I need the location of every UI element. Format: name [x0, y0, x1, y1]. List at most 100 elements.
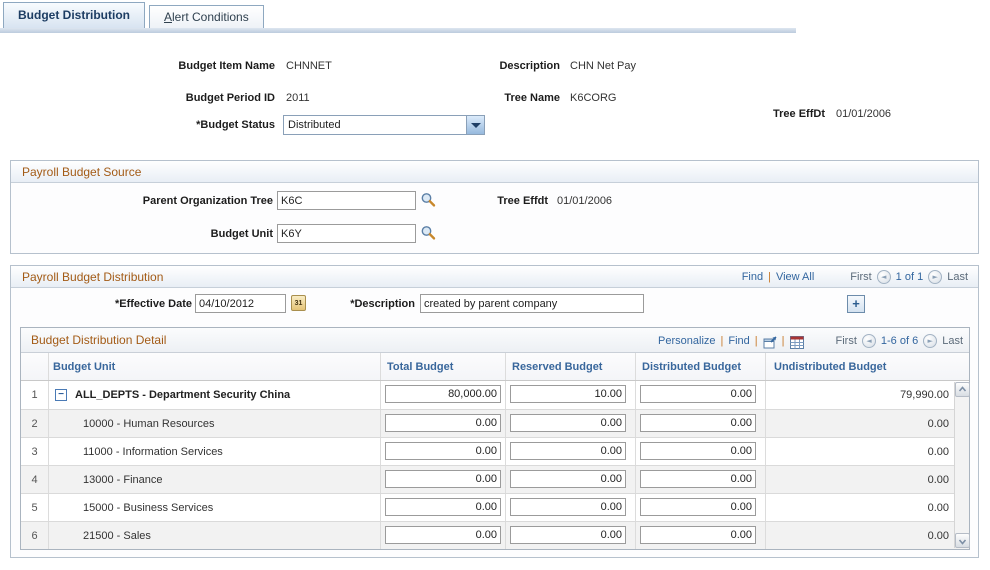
- budget-unit-cell: 13000 - Finance: [49, 466, 381, 493]
- budget-status-label: *Budget Status: [196, 119, 275, 131]
- scroll-area-nav: Find | View All First ◄ 1 of 1 ► Last: [742, 266, 968, 288]
- distribution-description-label: *Description: [350, 298, 415, 310]
- grid-title: Budget Distribution Detail: [31, 333, 167, 347]
- row-number: 1: [21, 381, 49, 409]
- budget-unit-cell: 11000 - Information Services: [49, 438, 381, 465]
- row-number: 5: [21, 494, 49, 521]
- grid-last-label: Last: [942, 334, 963, 347]
- total-budget-input[interactable]: [385, 385, 501, 403]
- effective-date-input[interactable]: [195, 294, 286, 313]
- last-label: Last: [947, 271, 968, 283]
- table-row: 4 13000 - Finance 0.00: [21, 465, 969, 493]
- budget-unit-cell: 21500 - Sales: [49, 522, 381, 549]
- reserved-budget-input[interactable]: [510, 498, 626, 516]
- budget-unit-cell: − ALL_DEPTS - Department Security China: [49, 381, 381, 409]
- reserved-budget-input[interactable]: [510, 526, 626, 544]
- source-tree-effdt-value: 01/01/2006: [557, 195, 613, 207]
- distributed-budget-input[interactable]: [640, 414, 756, 432]
- total-budget-input[interactable]: [385, 498, 501, 516]
- parent-organization-tree-label: Parent Organization Tree: [142, 195, 273, 207]
- effective-date-label: *Effective Date: [114, 298, 192, 310]
- undistributed-budget-value: 79,990.00: [900, 389, 949, 401]
- budget-status-select[interactable]: Distributed: [283, 115, 485, 135]
- table-row: 6 21500 - Sales 0.00: [21, 521, 969, 549]
- view-all-link[interactable]: View All: [775, 271, 815, 283]
- chevron-down-icon[interactable]: [466, 116, 484, 134]
- distributed-budget-input[interactable]: [640, 385, 756, 403]
- tab-underline-strip: [0, 28, 796, 33]
- row-number: 3: [21, 438, 49, 465]
- grid-find-link[interactable]: Find: [728, 334, 750, 347]
- table-row: 1 − ALL_DEPTS - Department Security Chin…: [21, 381, 969, 409]
- distributed-budget-input[interactable]: [640, 498, 756, 516]
- reserved-budget-input[interactable]: [510, 414, 626, 432]
- distributed-budget-input[interactable]: [640, 442, 756, 460]
- column-header-budget-unit: Budget Unit: [49, 353, 381, 380]
- payroll-budget-source-box: Payroll Budget Source: [10, 160, 979, 254]
- lookup-magnifier-icon[interactable]: [420, 192, 436, 208]
- column-header-distributed-budget: Distributed Budget: [636, 353, 766, 380]
- tab-label: Alert Conditions: [163, 10, 249, 24]
- total-budget-input[interactable]: [385, 470, 501, 488]
- undistributed-budget-value: 0.00: [927, 530, 949, 542]
- reserved-budget-input[interactable]: [510, 470, 626, 488]
- description-value: CHN Net Pay: [570, 60, 637, 72]
- next-page-icon[interactable]: ►: [928, 270, 943, 284]
- total-budget-input[interactable]: [385, 526, 501, 544]
- total-budget-input[interactable]: [385, 442, 501, 460]
- budget-item-name-label: Budget Item Name: [178, 60, 275, 72]
- source-tree-effdt-label: Tree Effdt: [497, 195, 548, 207]
- undistributed-budget-value: 0.00: [927, 418, 949, 430]
- column-header-undistributed-budget: Undistributed Budget: [774, 361, 887, 373]
- lookup-magnifier-icon[interactable]: [420, 225, 436, 241]
- undistributed-budget-value: 0.00: [927, 474, 949, 486]
- previous-page-icon[interactable]: ◄: [876, 270, 891, 284]
- view-all-window-icon[interactable]: [763, 334, 777, 349]
- add-row-button[interactable]: +: [847, 295, 865, 313]
- grid-page-info: 1-6 of 6: [880, 334, 919, 347]
- row-number: 6: [21, 522, 49, 549]
- reserved-budget-input[interactable]: [510, 442, 626, 460]
- personalize-link[interactable]: Personalize: [658, 334, 716, 347]
- table-row: 2 10000 - Human Resources 0.00: [21, 409, 969, 437]
- scroll-up-icon[interactable]: [955, 382, 970, 397]
- reserved-budget-input[interactable]: [510, 385, 626, 403]
- total-budget-input[interactable]: [385, 414, 501, 432]
- grid-scrollbar[interactable]: [954, 382, 970, 548]
- distributed-budget-input[interactable]: [640, 470, 756, 488]
- budget-item-name-value: CHNNET: [286, 60, 332, 72]
- tab-budget-distribution[interactable]: Budget Distribution: [3, 2, 145, 28]
- payroll-budget-distribution-title: Payroll Budget Distribution: [22, 270, 164, 284]
- budget-unit-cell: 15000 - Business Services: [49, 494, 381, 521]
- budget-period-id-label: Budget Period ID: [185, 92, 275, 104]
- budget-distribution-detail-grid: Budget Distribution Detail Personalize |…: [20, 327, 970, 550]
- grid-next-page-icon[interactable]: ►: [923, 333, 938, 348]
- distribution-description-input[interactable]: [420, 294, 644, 313]
- column-header-total-budget: Total Budget: [381, 353, 506, 380]
- scroll-down-icon[interactable]: [955, 533, 970, 548]
- grid-previous-page-icon[interactable]: ◄: [861, 333, 876, 348]
- grid-titlebar: Budget Distribution Detail Personalize |…: [21, 328, 969, 353]
- tree-name-value: K6CORG: [570, 92, 617, 104]
- grid-nav: Personalize | Find | |: [658, 328, 963, 353]
- tree-name-label: Tree Name: [504, 92, 560, 104]
- distributed-budget-input[interactable]: [640, 526, 756, 544]
- undistributed-budget-value: 0.00: [927, 446, 949, 458]
- parent-organization-tree-input[interactable]: [277, 191, 416, 210]
- find-link[interactable]: Find: [741, 271, 764, 283]
- budget-status-selected: Distributed: [288, 119, 341, 131]
- grid-first-label: First: [835, 334, 857, 347]
- budget-unit-cell: 10000 - Human Resources: [49, 410, 381, 437]
- budget-unit-input[interactable]: [277, 224, 416, 243]
- collapse-icon[interactable]: −: [55, 389, 67, 401]
- budget-unit-label: Budget Unit: [210, 228, 273, 240]
- grid-column-headers: Budget Unit Total Budget Reserved Budget…: [21, 353, 969, 381]
- calendar-icon[interactable]: 31: [291, 295, 306, 311]
- row-number: 2: [21, 410, 49, 437]
- tab-alert-conditions[interactable]: Alert Conditions: [148, 5, 264, 28]
- description-label: Description: [499, 60, 560, 72]
- table-row: 5 15000 - Business Services 0.00: [21, 493, 969, 521]
- download-grid-icon[interactable]: [789, 334, 804, 349]
- tree-effdt-label: Tree EffDt: [773, 108, 825, 120]
